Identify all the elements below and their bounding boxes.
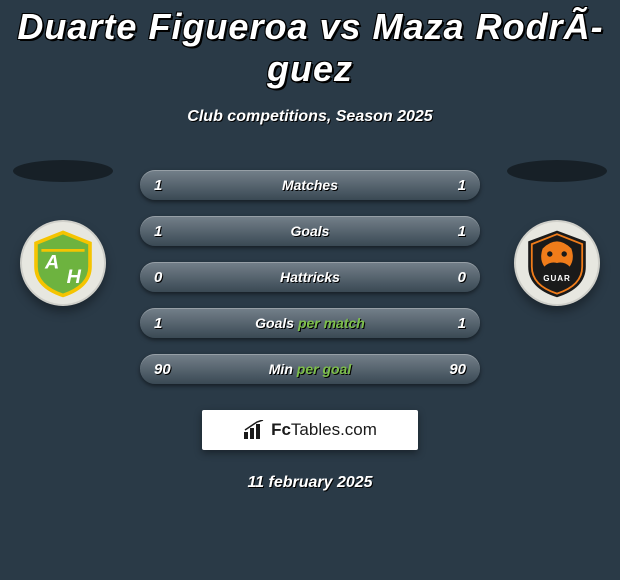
logo-text-b: Tables	[291, 420, 340, 439]
player2-name: Maza RodrÃ­guez	[267, 6, 603, 89]
stat-label-b: per goal	[297, 361, 351, 377]
svg-text:H: H	[67, 266, 82, 288]
stat-right-value: 1	[438, 315, 466, 332]
shadow-oval-left	[13, 160, 113, 182]
stat-right-value: 90	[438, 361, 466, 378]
stat-label-a: Goals	[255, 315, 298, 331]
stat-row-min-per-goal: 90 Min per goal 90	[140, 354, 480, 384]
infographic-date: 11 february 2025	[0, 474, 620, 492]
subtitle: Club competitions, Season 2025	[0, 108, 620, 126]
logo-text-c: .com	[340, 420, 377, 439]
stat-right-value: 0	[438, 269, 466, 286]
team-right-column: GUAR	[502, 160, 612, 306]
shadow-oval-right	[507, 160, 607, 182]
stat-left-value: 1	[154, 177, 182, 194]
stat-label: Goals	[291, 223, 330, 239]
svg-text:GUAR: GUAR	[543, 274, 570, 283]
logo-text-a: Fc	[271, 420, 291, 439]
stat-row-matches: 1 Matches 1	[140, 170, 480, 200]
stat-label-a: Matches	[282, 177, 338, 193]
stat-label: Matches	[282, 177, 338, 193]
fctables-logo: FcTables.com	[202, 410, 418, 450]
stat-left-value: 1	[154, 223, 182, 240]
comparison-panel: A H GUAR 1 Matches 1 1	[0, 170, 620, 384]
bar-chart-icon	[243, 420, 265, 440]
stat-left-value: 90	[154, 361, 182, 378]
player1-name: Duarte Figueroa	[17, 6, 308, 47]
stat-row-goals: 1 Goals 1	[140, 216, 480, 246]
stat-label-a: Goals	[291, 223, 330, 239]
stat-label-a: Hattricks	[280, 269, 340, 285]
stats-rows: 1 Matches 1 1 Goals 1 0 Hattricks 0 1 Go…	[140, 170, 480, 384]
stat-label: Hattricks	[280, 269, 340, 285]
stat-left-value: 0	[154, 269, 182, 286]
team-left-column: A H	[8, 160, 118, 306]
svg-text:A: A	[44, 251, 59, 273]
jaguares-shield-icon: GUAR	[521, 227, 593, 299]
page-title: Duarte Figueroa vs Maza RodrÃ­guez	[0, 0, 620, 90]
stat-row-goals-per-match: 1 Goals per match 1	[140, 308, 480, 338]
stat-label-b: per match	[298, 315, 365, 331]
logo-text: FcTables.com	[271, 420, 377, 440]
stat-right-value: 1	[438, 223, 466, 240]
stat-right-value: 1	[438, 177, 466, 194]
team-right-badge: GUAR	[514, 220, 600, 306]
stat-row-hattricks: 0 Hattricks 0	[140, 262, 480, 292]
stat-label: Goals per match	[255, 315, 365, 331]
stat-label-a: Min	[269, 361, 297, 377]
stat-left-value: 1	[154, 315, 182, 332]
vs-text: vs	[319, 6, 361, 47]
stat-label: Min per goal	[269, 361, 351, 377]
team-left-badge: A H	[20, 220, 106, 306]
huila-shield-icon: A H	[27, 227, 99, 299]
